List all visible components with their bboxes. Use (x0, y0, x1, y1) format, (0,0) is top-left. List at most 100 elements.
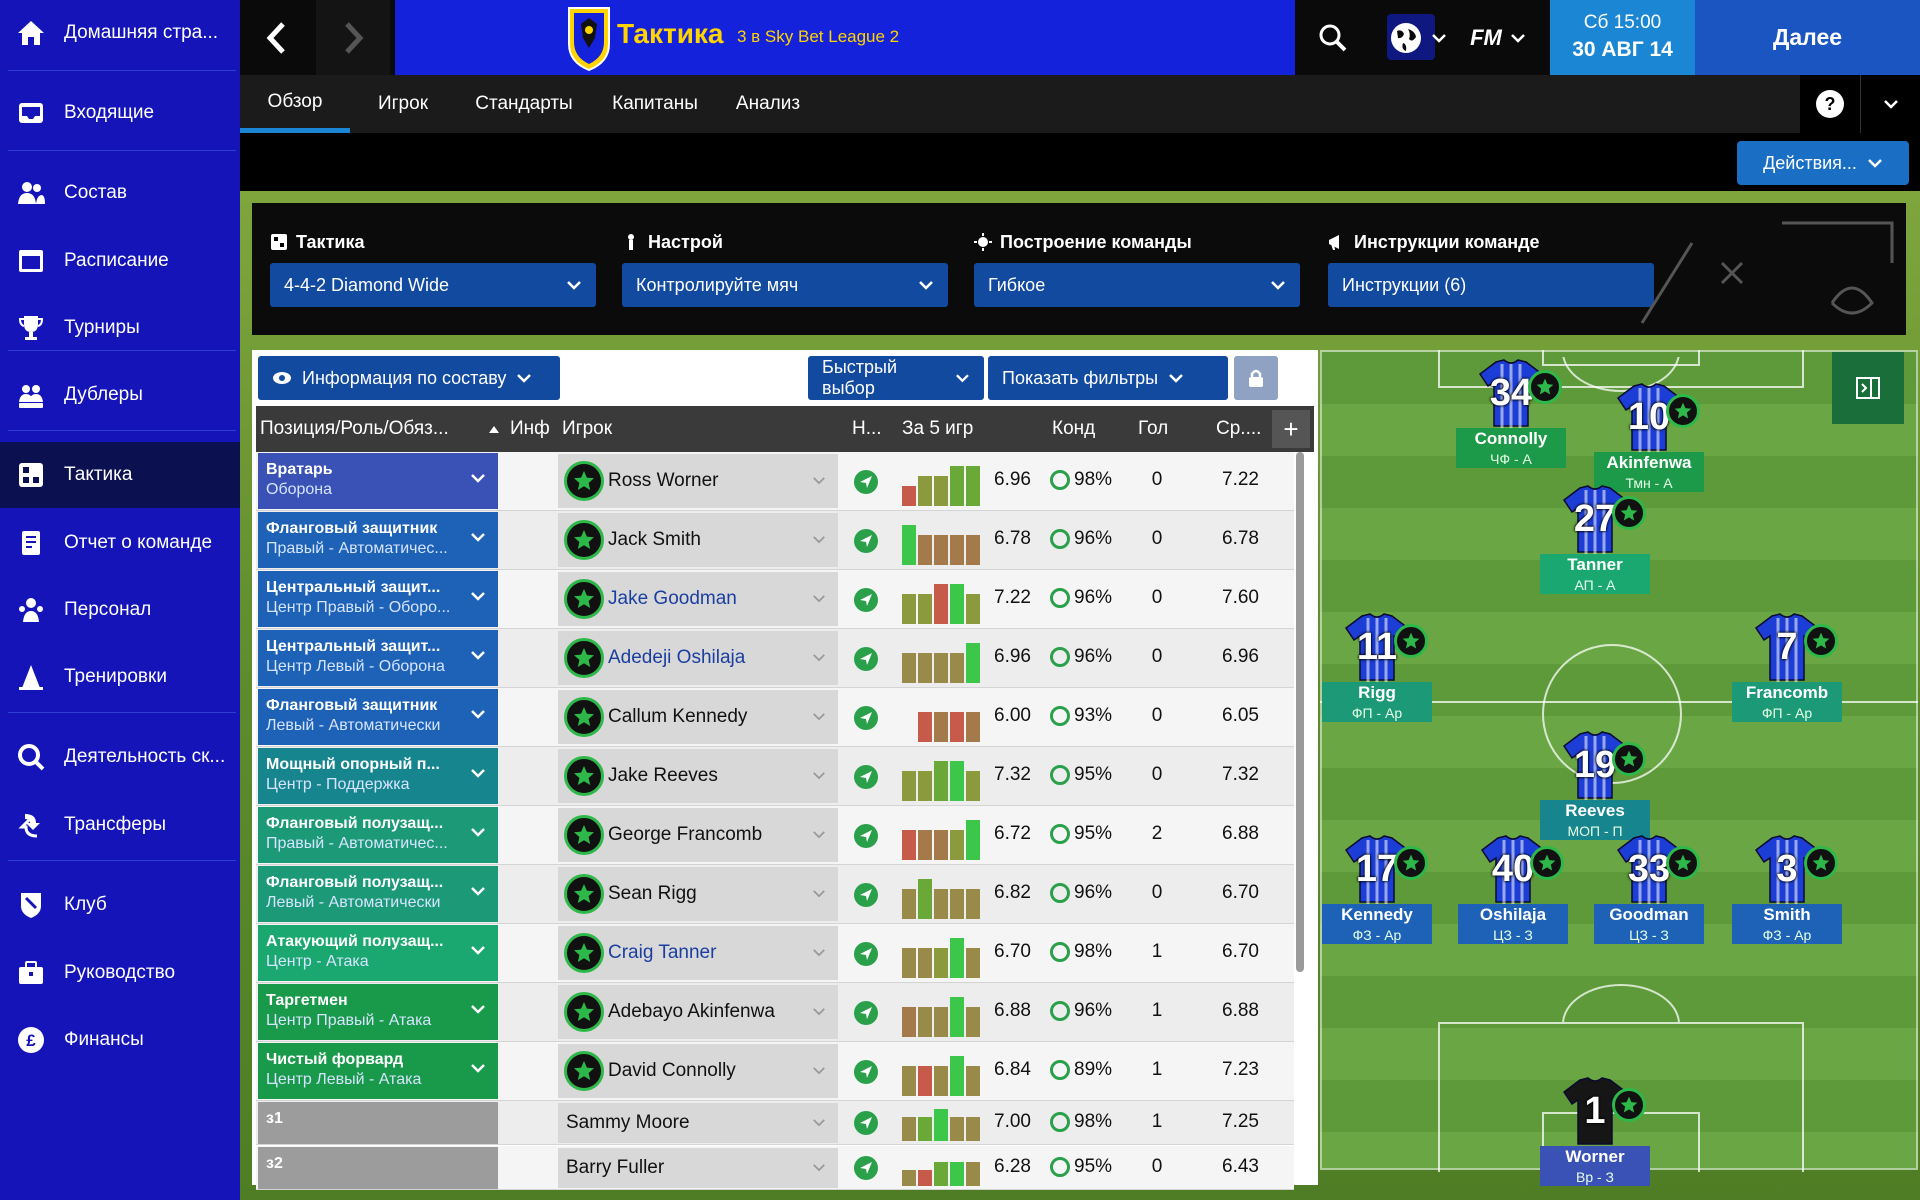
player-select[interactable]: Adebayo Akinfenwa (558, 985, 838, 1039)
status-ok-icon[interactable] (854, 1060, 878, 1084)
player-name[interactable]: Barry Fuller (566, 1157, 665, 1178)
pitch-player[interactable]: 40 Oshilaja ЦЗ - З (1458, 834, 1568, 944)
continue-button[interactable]: Далее (1695, 0, 1920, 75)
pitch-player[interactable]: 17 Kennedy ФЗ - Ар (1322, 834, 1432, 944)
player-name[interactable]: Craig Tanner (608, 942, 717, 963)
player-name[interactable]: David Connolly (608, 1060, 736, 1081)
table-row[interactable]: з1 Sammy Moore 7.00 98% 1 7.25 (256, 1101, 1294, 1145)
forward-button[interactable] (316, 0, 390, 75)
status-ok-icon[interactable] (854, 1001, 878, 1025)
position-role-cell[interactable]: Вратарь Оборона (258, 453, 498, 509)
pitch-player[interactable]: 11 Rigg ФП - Ар (1322, 612, 1432, 722)
position-role-cell[interactable]: Фланговый защитник Левый - Автоматически (258, 689, 498, 745)
table-row[interactable]: Чистый форвард Центр Левый - Атака David C… (256, 1042, 1294, 1101)
player-select[interactable]: Barry Fuller (558, 1148, 838, 1188)
player-select[interactable]: Callum Kennedy (558, 690, 838, 744)
table-row[interactable]: Мощный опорный п... Центр - Поддержка Jake… (256, 747, 1294, 806)
sidebar-item-staff[interactable]: Персонал (0, 577, 240, 643)
show-filters-button[interactable]: Показать фильтры (988, 356, 1228, 400)
quick-pick-button[interactable]: Быстрый выбор (808, 356, 984, 400)
mentality-select[interactable]: Контролируйте мяч (622, 263, 948, 307)
pitch-player[interactable]: 27 Tanner АП - А (1540, 484, 1650, 594)
player-name[interactable]: Sean Rigg (608, 883, 697, 904)
position-role-cell[interactable]: Фланговый защитник Правый - Автоматичес..… (258, 512, 498, 568)
player-name[interactable]: Jake Goodman (608, 588, 737, 609)
player-name[interactable]: Ross Worner (608, 470, 719, 491)
status-ok-icon[interactable] (854, 588, 878, 612)
player-select[interactable]: Craig Tanner (558, 926, 838, 980)
tab-overview[interactable]: Обзор (240, 75, 350, 133)
pitch-player[interactable]: 7 Francomb ФП - Ар (1732, 612, 1842, 722)
lock-button[interactable] (1234, 356, 1278, 400)
player-name[interactable]: Jack Smith (608, 529, 701, 550)
fm-menu-button[interactable]: FM (1458, 0, 1538, 75)
position-role-cell[interactable]: Фланговый полузащ... Правый - Автоматичес… (258, 807, 498, 863)
status-ok-icon[interactable] (854, 529, 878, 553)
col-player[interactable]: Игрок (562, 418, 613, 439)
pitch-player[interactable]: 19 Reeves МОП - П (1540, 730, 1650, 840)
position-role-cell[interactable]: з1 (258, 1102, 498, 1144)
tactic-select[interactable]: 4-4-2 Diamond Wide (270, 263, 596, 307)
table-row[interactable]: Фланговый полузащ... Правый - Автоматичес… (256, 806, 1294, 865)
pitch-player[interactable]: 3 Smith ФЗ - Ар (1732, 834, 1842, 944)
pitch-panel-toggle[interactable] (1832, 352, 1904, 424)
sidebar-item-search[interactable]: Деятельность ск... (0, 724, 240, 790)
player-select[interactable]: Jake Reeves (558, 749, 838, 803)
table-row[interactable]: Атакующий полузащ... Центр - Атака Craig T… (256, 924, 1294, 983)
tab-analysis[interactable]: Анализ (735, 93, 801, 114)
add-column-button[interactable]: + (1272, 410, 1310, 448)
table-row[interactable]: Фланговый защитник Правый - Автоматичес..… (256, 511, 1294, 570)
status-ok-icon[interactable] (854, 883, 878, 907)
col-info[interactable]: Инф (510, 418, 550, 439)
status-ok-icon[interactable] (854, 470, 878, 494)
pitch-player[interactable]: 10 Akinfenwa Тмн - А (1594, 382, 1704, 492)
sidebar-item-briefcase[interactable]: Руководство (0, 940, 240, 1006)
player-select[interactable]: Sean Rigg (558, 867, 838, 921)
position-role-cell[interactable]: з2 (258, 1147, 498, 1189)
position-role-cell[interactable]: Мощный опорный п... Центр - Поддержка (258, 748, 498, 804)
col-average[interactable]: Ср.... (1216, 418, 1262, 439)
player-select[interactable]: Sammy Moore (558, 1103, 838, 1143)
more-menu-button[interactable] (1860, 75, 1920, 133)
sidebar-item-transfer[interactable]: Трансферы (0, 792, 240, 858)
player-name[interactable]: Callum Kennedy (608, 706, 748, 727)
table-row[interactable]: Фланговый защитник Левый - Автоматически C… (256, 688, 1294, 747)
sidebar-item-calendar[interactable]: Расписание (0, 228, 240, 294)
status-ok-icon[interactable] (854, 942, 878, 966)
player-select[interactable]: George Francomb (558, 808, 838, 862)
position-role-cell[interactable]: Фланговый полузащ... Левый - Автоматическ… (258, 866, 498, 922)
pitch-player[interactable]: 1 Worner Вр - З (1540, 1076, 1650, 1186)
actions-button[interactable]: Действия... (1737, 141, 1909, 185)
position-role-cell[interactable]: Чистый форвард Центр Левый - Атака (258, 1043, 498, 1099)
sidebar-item-home[interactable]: Домашняя стра... (0, 0, 240, 66)
pitch-player[interactable]: 34 Connolly ЧФ - А (1456, 358, 1566, 468)
player-name[interactable]: Sammy Moore (566, 1112, 690, 1133)
pitch-player[interactable]: 33 Goodman ЦЗ - З (1594, 834, 1704, 944)
position-role-cell[interactable]: Центральный защит... Центр Левый - Оборон… (258, 630, 498, 686)
tab-set-pieces[interactable]: Стандарты (475, 93, 573, 114)
status-ok-icon[interactable] (854, 706, 878, 730)
tab-captains[interactable]: Капитаны (612, 93, 698, 114)
status-ok-icon[interactable] (854, 1111, 878, 1135)
team-shape-select[interactable]: Гибкое (974, 263, 1300, 307)
table-scrollbar[interactable] (1296, 452, 1304, 972)
sidebar-item-squad[interactable]: Состав (0, 160, 240, 226)
player-name[interactable]: Adebayo Akinfenwa (608, 1001, 775, 1022)
squad-info-button[interactable]: Информация по составу (258, 356, 560, 400)
table-row[interactable]: Фланговый полузащ... Левый - Автоматическ… (256, 865, 1294, 924)
table-row[interactable]: Таргетмен Центр Правый - Атака Adebayo Aki… (256, 983, 1294, 1042)
status-ok-icon[interactable] (854, 765, 878, 789)
player-name[interactable]: Jake Reeves (608, 765, 718, 786)
help-button[interactable]: ? (1800, 75, 1860, 133)
sidebar-item-finance[interactable]: £ Финансы (0, 1007, 240, 1073)
team-instructions-button[interactable]: Инструкции (6) (1328, 263, 1654, 307)
position-role-cell[interactable]: Центральный защит... Центр Правый - Оборо… (258, 571, 498, 627)
col-position[interactable]: Позиция/Роль/Обяз... (260, 418, 449, 439)
table-row[interactable]: Вратарь Оборона Ross Worner 6.96 98% 0 7.22 (256, 452, 1294, 511)
back-button[interactable] (240, 0, 314, 75)
player-select[interactable]: Ross Worner (558, 454, 838, 508)
sidebar-item-report[interactable]: Отчет о команде (0, 510, 240, 576)
status-ok-icon[interactable] (854, 824, 878, 848)
tab-player[interactable]: Игрок (377, 93, 429, 114)
col-status[interactable]: Н... (852, 418, 882, 439)
